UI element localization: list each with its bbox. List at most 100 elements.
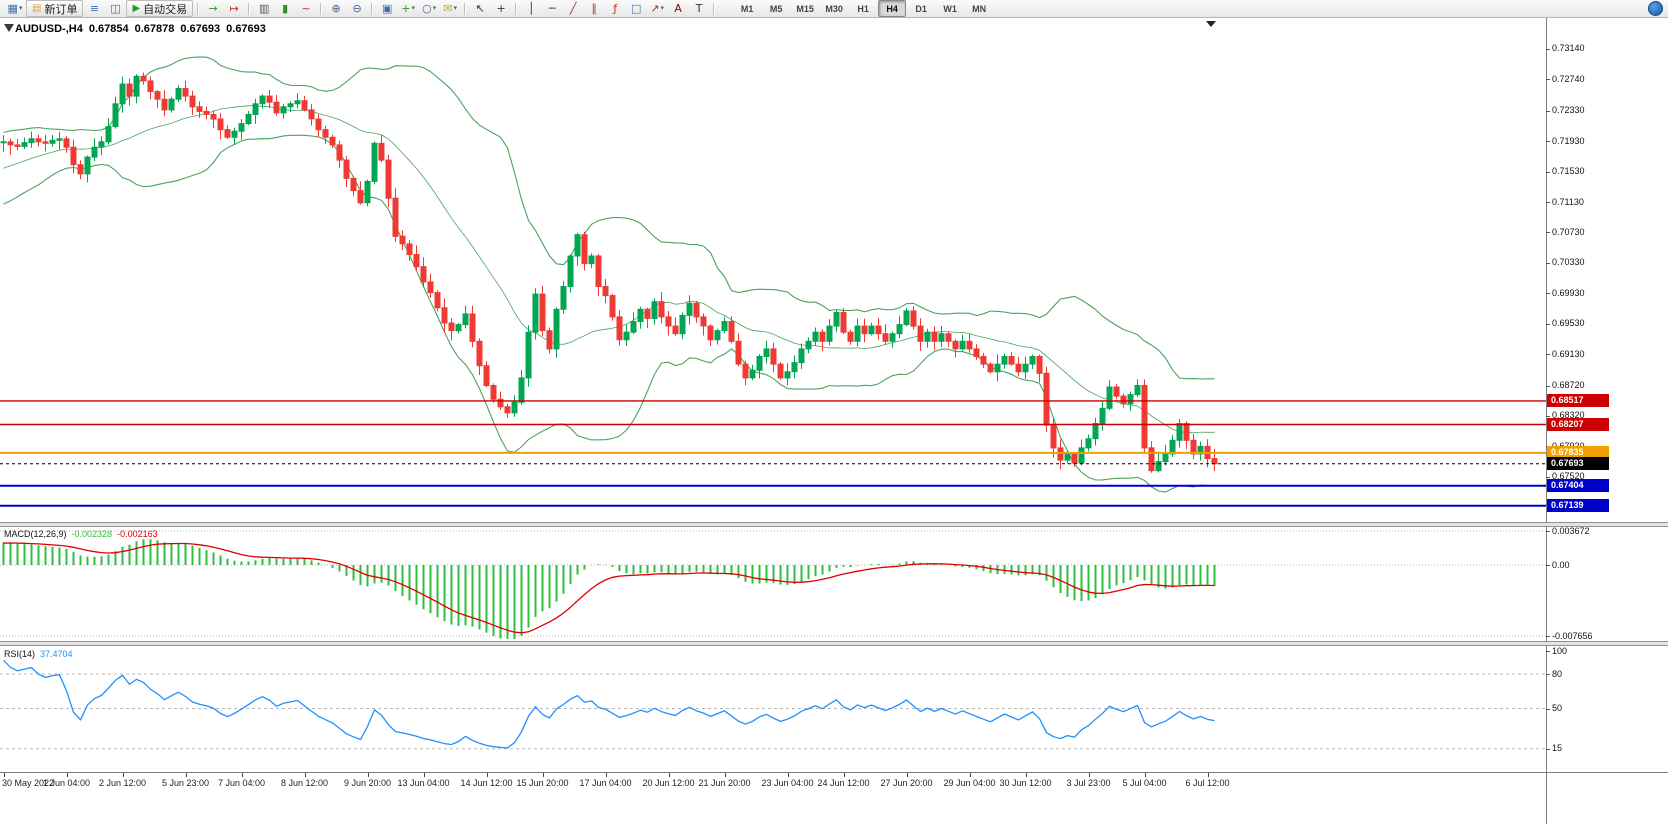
- chart-window[interactable]: AUDUSD-,H4 0.67854 0.67878 0.67693 0.67693 M…: [0, 18, 1668, 824]
- time-axis-label: 24 Jun 12:00: [817, 778, 870, 788]
- channel-icon[interactable]: ∥: [584, 0, 604, 17]
- rsi-line: [3, 659, 1215, 749]
- price-axis-label: 0.72330: [1552, 105, 1585, 116]
- fibonacci-icon-glyph: ƒ: [613, 2, 618, 15]
- zoom-out-icon[interactable]: ⊖: [347, 0, 367, 17]
- candlestick-chart-icon[interactable]: ▮: [275, 0, 295, 17]
- macd-axis-label: 0.003672: [1552, 525, 1590, 536]
- bar-chart-icon-glyph: ▥: [258, 2, 270, 15]
- time-axis-tick: [542, 773, 544, 777]
- trendline-icon[interactable]: ╱: [563, 0, 583, 17]
- text-label-icon[interactable]: T: [689, 0, 709, 17]
- chart-symbol-period: AUDUSD-,H4: [15, 23, 83, 35]
- macd-grid: [0, 530, 1546, 637]
- time-axis-tick: [906, 773, 908, 777]
- time-axis-label: 17 Jun 04:00: [579, 778, 632, 788]
- time-axis-tick: [122, 773, 124, 777]
- time-axis-label: 5 Jul 04:00: [1122, 778, 1167, 788]
- price-axis-label: 0.68720: [1552, 380, 1585, 390]
- arrows-icon[interactable]: ↗ ▾: [647, 0, 667, 17]
- new-order-button[interactable]: ▤ 新订单: [26, 0, 84, 17]
- horizontal-line-icon[interactable]: ─: [542, 0, 562, 17]
- bid-price-line-price-badge: 0.67693: [1547, 457, 1609, 471]
- toolbar-separator: [713, 2, 716, 15]
- toolbar-separator: [248, 2, 251, 15]
- macd-main-value: -0.002328: [71, 529, 113, 539]
- timeframe-button-d1[interactable]: D1: [915, 3, 927, 14]
- macd-axis-tick: [1546, 565, 1550, 566]
- vertical-line-icon[interactable]: │: [521, 0, 541, 17]
- time-axis-label: 8 Jun 12:00: [280, 778, 329, 788]
- price-axis-label: 0.69930: [1552, 287, 1585, 298]
- market-watch-icon[interactable]: ≡: [84, 0, 104, 17]
- bar-chart-icon[interactable]: ▥: [254, 0, 274, 17]
- time-axis-label: 6 Jul 12:00: [1185, 778, 1230, 788]
- timeframe-button-mn[interactable]: MN: [972, 3, 987, 14]
- crosshair-icon[interactable]: +: [491, 0, 511, 17]
- panel-splitter-2[interactable]: [0, 641, 1668, 646]
- price-axis-label: 0.69130: [1552, 348, 1585, 359]
- indicators-icon[interactable]: + ▾: [398, 0, 418, 17]
- autotrading-button[interactable]: ▶ 自动交易: [126, 0, 194, 17]
- new-order-button-glyph: ▤: [32, 3, 42, 14]
- navigator-icon[interactable]: ◫: [105, 0, 125, 17]
- price-axis-label: 0.73140: [1552, 43, 1585, 54]
- one-click-trading-toggle[interactable]: [4, 24, 14, 32]
- cursor-icon[interactable]: ↖: [470, 0, 490, 17]
- timeframe-button-w1[interactable]: W1: [943, 3, 957, 14]
- timeframe-button-m1[interactable]: M1: [740, 3, 754, 14]
- ohlc-low: 0.67693: [180, 23, 221, 35]
- rsi-axis-label: 50: [1552, 703, 1563, 713]
- rsi-axis-tick: [1546, 674, 1550, 675]
- chart-shift-icon-glyph: ↦: [229, 2, 239, 15]
- periods-icon[interactable]: ○ ▾: [419, 0, 439, 17]
- panel-splitter-1[interactable]: [0, 522, 1668, 527]
- macd-indicator-label: MACD(12,26,9) -0.002328 -0.002163: [4, 529, 163, 539]
- time-axis-label: 2 Jun 12:00: [98, 778, 147, 788]
- toolbar-separator: [197, 2, 200, 15]
- time-axis-tick: [1025, 773, 1027, 777]
- navigator-icon-glyph: ◫: [110, 2, 121, 15]
- fibonacci-icon[interactable]: ƒ: [605, 0, 625, 17]
- time-axis-tick: [969, 773, 971, 777]
- time-axis-label: 30 May 2022: [2, 778, 55, 788]
- chart-title: AUDUSD-,H4 0.67854 0.67878 0.67693 0.67693: [15, 23, 272, 35]
- rsi-axis-tick: [1546, 651, 1550, 652]
- line-chart-icon[interactable]: ~: [296, 0, 316, 17]
- timeframe-button-h4[interactable]: H4: [878, 0, 907, 17]
- text-label-icon-glyph: T: [695, 2, 703, 15]
- indicators-icon-glyph: +: [401, 2, 411, 15]
- shapes-icon[interactable]: □: [626, 0, 646, 17]
- text-icon[interactable]: A: [668, 0, 688, 17]
- timeframe-button-m30[interactable]: M30: [825, 3, 843, 14]
- time-axis-tick: [605, 773, 607, 777]
- dropdown-arrow-icon: ▾: [18, 4, 23, 12]
- time-axis-tick: [185, 773, 187, 777]
- templates-icon[interactable]: ✉ ▾: [440, 0, 460, 17]
- autotrading-button-glyph: ▶: [132, 3, 141, 14]
- new-order-button-label: 新订单: [44, 3, 78, 16]
- time-axis-label: 29 Jun 04:00: [943, 778, 996, 788]
- macd-axis-tick: [1546, 531, 1550, 532]
- chart-canvas[interactable]: [0, 18, 1668, 824]
- timeframe-button-h1[interactable]: H1: [857, 3, 869, 14]
- timeframe-button-m5[interactable]: M5: [769, 3, 783, 14]
- main-toolbar: ▦ ▾ ▤ 新订单 ≡ ◫ ▶ 自动交易 → ↦ ▥ ▮ ~ ⊕ ⊖ ▣ + ▾ ○ ▾ ✉ ▾ ↖ + │ ─ ╱ ∥ ƒ □ ↗ ▾ A T M…: [0, 0, 1668, 18]
- timeframe-toolbar: M1 M5 M15 M30 H1 H4 D1 W1 MN: [733, 0, 993, 17]
- time-axis-separator: [0, 772, 1668, 773]
- zoom-in-icon[interactable]: ⊕: [326, 0, 346, 17]
- time-axis-label: 3 Jul 23:00: [1066, 778, 1111, 788]
- market-watch-icon-glyph: ≡: [89, 2, 100, 15]
- community-icon[interactable]: [1648, 1, 1663, 16]
- new-chart-icon[interactable]: ▦ ▾: [5, 0, 25, 17]
- chart-shift-icon[interactable]: ↦: [224, 0, 244, 17]
- auto-scroll-icon[interactable]: →: [203, 0, 223, 17]
- time-axis-tick: [1088, 773, 1090, 777]
- new-chart-icon-glyph: ▦: [7, 2, 18, 15]
- bollinger-bands: [3, 56, 1215, 493]
- tile-windows-icon[interactable]: ▣: [377, 0, 397, 17]
- support-line-1-price-badge: 0.67404: [1547, 479, 1609, 493]
- time-axis-label: 7 Jun 04:00: [217, 778, 266, 788]
- dropdown-arrow-icon: ▾: [660, 4, 665, 12]
- timeframe-button-m15[interactable]: M15: [796, 3, 814, 14]
